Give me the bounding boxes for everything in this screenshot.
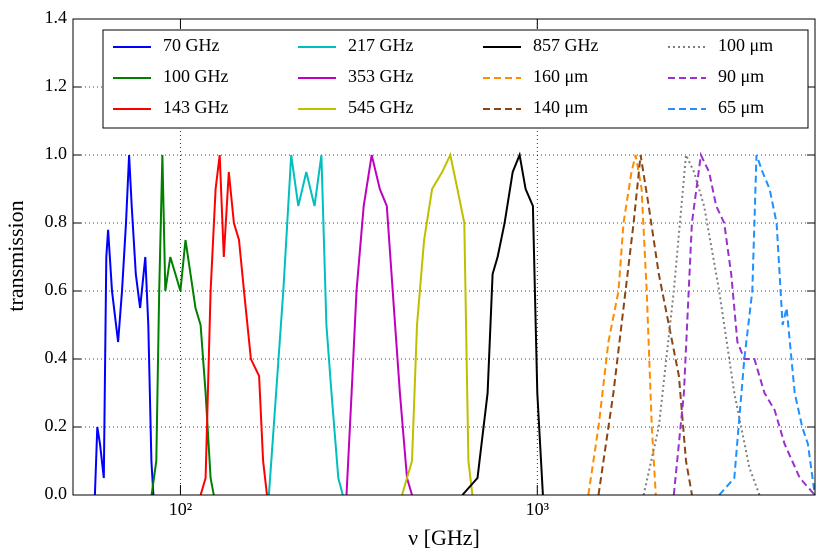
legend-label: 857 GHz xyxy=(533,35,599,55)
x-tick-label: 10³ xyxy=(526,499,550,519)
series-line xyxy=(199,154,268,496)
series-line xyxy=(642,151,761,496)
legend-label: 70 GHz xyxy=(163,35,220,55)
y-tick-label: 1.0 xyxy=(45,143,68,163)
y-tick-label: 0.0 xyxy=(45,483,68,503)
y-tick-label: 0.6 xyxy=(45,279,68,299)
series-line xyxy=(461,151,544,496)
legend-label: 90 μm xyxy=(718,66,764,86)
series-line xyxy=(587,154,657,496)
legend: 70 GHz 100 GHz 143 GHz 217 GHz 353 GHz 545 GH… xyxy=(102,29,809,129)
series-line xyxy=(718,154,816,496)
series-line xyxy=(672,151,816,496)
y-tick-label: 0.4 xyxy=(45,347,68,367)
legend-label: 65 μm xyxy=(718,97,764,117)
series-line xyxy=(345,154,413,496)
series-line xyxy=(401,151,474,496)
legend-label: 143 GHz xyxy=(163,97,229,117)
y-axis-label: transmission xyxy=(3,200,28,311)
series-line xyxy=(93,154,155,496)
y-tick-label: 0.2 xyxy=(45,415,68,435)
series-line xyxy=(150,154,215,496)
y-tick-label: 0.8 xyxy=(45,211,68,231)
series-line xyxy=(597,154,693,496)
legend-label: 100 μm xyxy=(718,35,773,55)
plot-frame xyxy=(72,18,816,496)
legend-label: 100 GHz xyxy=(163,66,229,86)
legend-label: 217 GHz xyxy=(348,35,414,55)
legend-label: 160 μm xyxy=(533,66,588,86)
x-axis-label: ν [GHz] xyxy=(408,525,480,550)
series-line xyxy=(267,154,344,496)
y-tick-label: 1.2 xyxy=(45,75,68,95)
y-tick-label: 1.4 xyxy=(45,7,68,27)
x-tick-label: 10² xyxy=(169,499,192,519)
legend-label: 140 μm xyxy=(533,97,588,117)
legend-label: 545 GHz xyxy=(348,97,414,117)
legend-label: 353 GHz xyxy=(348,66,414,86)
